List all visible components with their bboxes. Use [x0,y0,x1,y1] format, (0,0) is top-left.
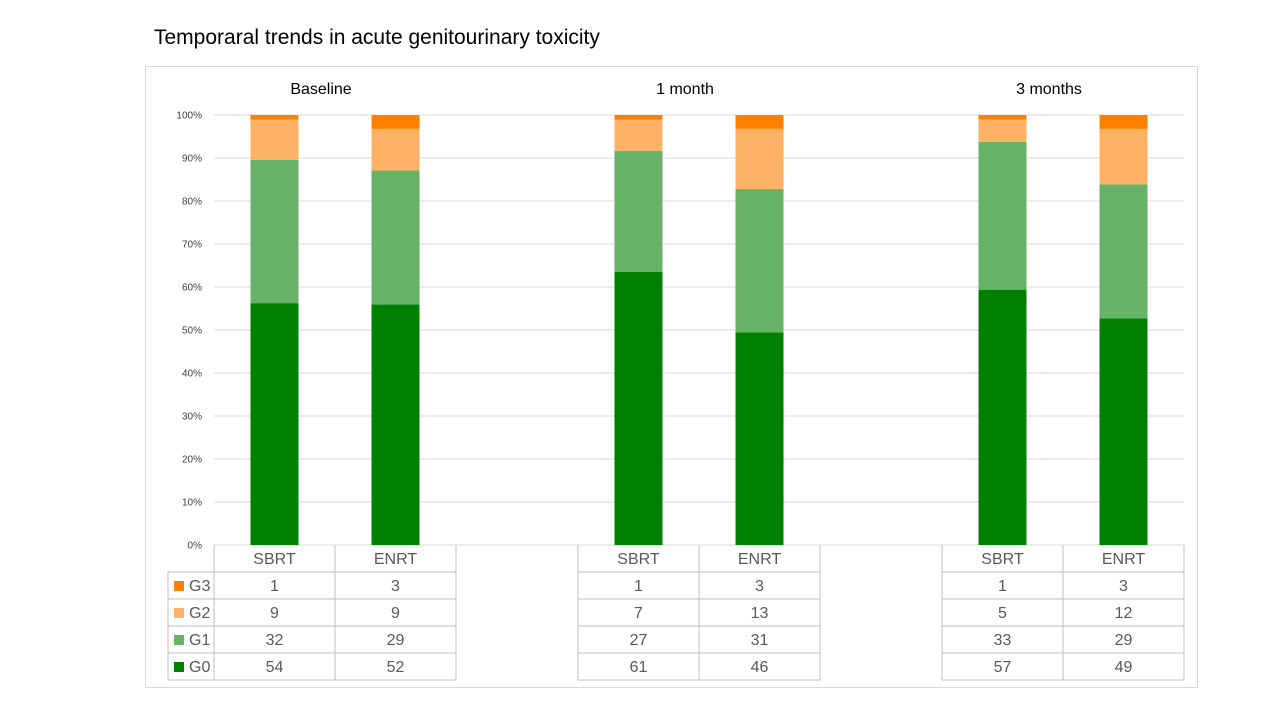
table-cell: 29 [387,632,405,649]
bar-segment [978,141,1027,290]
table-cell: 9 [391,605,400,622]
table-cell: 1 [634,578,643,595]
table-header: SBRT [253,551,296,568]
table-header: ENRT [738,551,781,568]
table-cell: 12 [1115,605,1133,622]
table-cell: 1 [998,578,1007,595]
bar-segment [735,115,784,129]
table-cell: 61 [630,659,648,676]
group-title: Baseline [290,81,351,98]
bar-segment [735,188,784,333]
y-tick-label: 80% [182,197,202,208]
table-header: ENRT [1102,551,1145,568]
y-tick-label: 10% [182,498,202,509]
bar-segment [978,289,1027,545]
legend-label: G2 [189,605,210,622]
group-title: 1 month [656,81,714,98]
y-tick-label: 40% [182,369,202,380]
y-tick-label: 70% [182,240,202,251]
bar-segment [371,170,420,305]
table-cell: 3 [391,578,400,595]
bar-segment [371,304,420,545]
table-cell: 57 [994,659,1012,676]
y-tick-label: 0% [188,541,203,552]
chart-title: Temporaral trends in acute genitourinary… [154,26,600,49]
table-header: SBRT [617,551,660,568]
table-cell: 49 [1115,659,1133,676]
group-title: 3 months [1016,81,1082,98]
legend-label: G1 [189,632,210,649]
table-header: ENRT [374,551,417,568]
bar-segment [250,119,299,160]
legend-label: G3 [189,578,210,595]
bar-segment [371,115,420,129]
table-cell: 27 [630,632,648,649]
table-cell: 29 [1115,632,1133,649]
table-cell: 1 [270,578,279,595]
table-cell: 32 [266,632,284,649]
y-tick-label: 20% [182,455,202,466]
table-cell: 33 [994,632,1012,649]
bar-segment [1099,184,1148,319]
bar-segment [250,115,299,120]
legend-swatch [174,662,184,672]
legend-label: G0 [189,659,210,676]
table-cell: 3 [1119,578,1128,595]
bar-segment [614,115,663,120]
bar-segment [250,303,299,545]
y-tick-label: 90% [182,154,202,165]
bar-segment [614,271,663,545]
bar-segment [1099,318,1148,545]
legend-swatch [174,608,184,618]
bar-segment [614,119,663,151]
bar-segment [1099,115,1148,129]
table-header: SBRT [981,551,1024,568]
y-tick-label: 30% [182,412,202,423]
bar-segment [735,128,784,189]
bar-segment [250,159,299,304]
table-cell: 46 [751,659,769,676]
table-cell: 31 [751,632,769,649]
chart-frame [145,66,1198,688]
table-cell: 52 [387,659,405,676]
legend-swatch [174,635,184,645]
y-tick-label: 50% [182,326,202,337]
table-cell: 3 [755,578,764,595]
bar-segment [1099,128,1148,185]
bar-segment [735,332,784,545]
legend-swatch [174,581,184,591]
y-tick-label: 60% [182,283,202,294]
bar-segment [371,128,420,171]
table-cell: 13 [751,605,769,622]
table-cell: 5 [998,605,1007,622]
bar-segment [614,150,663,272]
y-tick-label: 100% [176,111,202,122]
bar-segment [978,115,1027,120]
table-cell: 9 [270,605,279,622]
table-cell: 7 [634,605,643,622]
bar-segment [978,119,1027,142]
table-cell: 54 [266,659,284,676]
